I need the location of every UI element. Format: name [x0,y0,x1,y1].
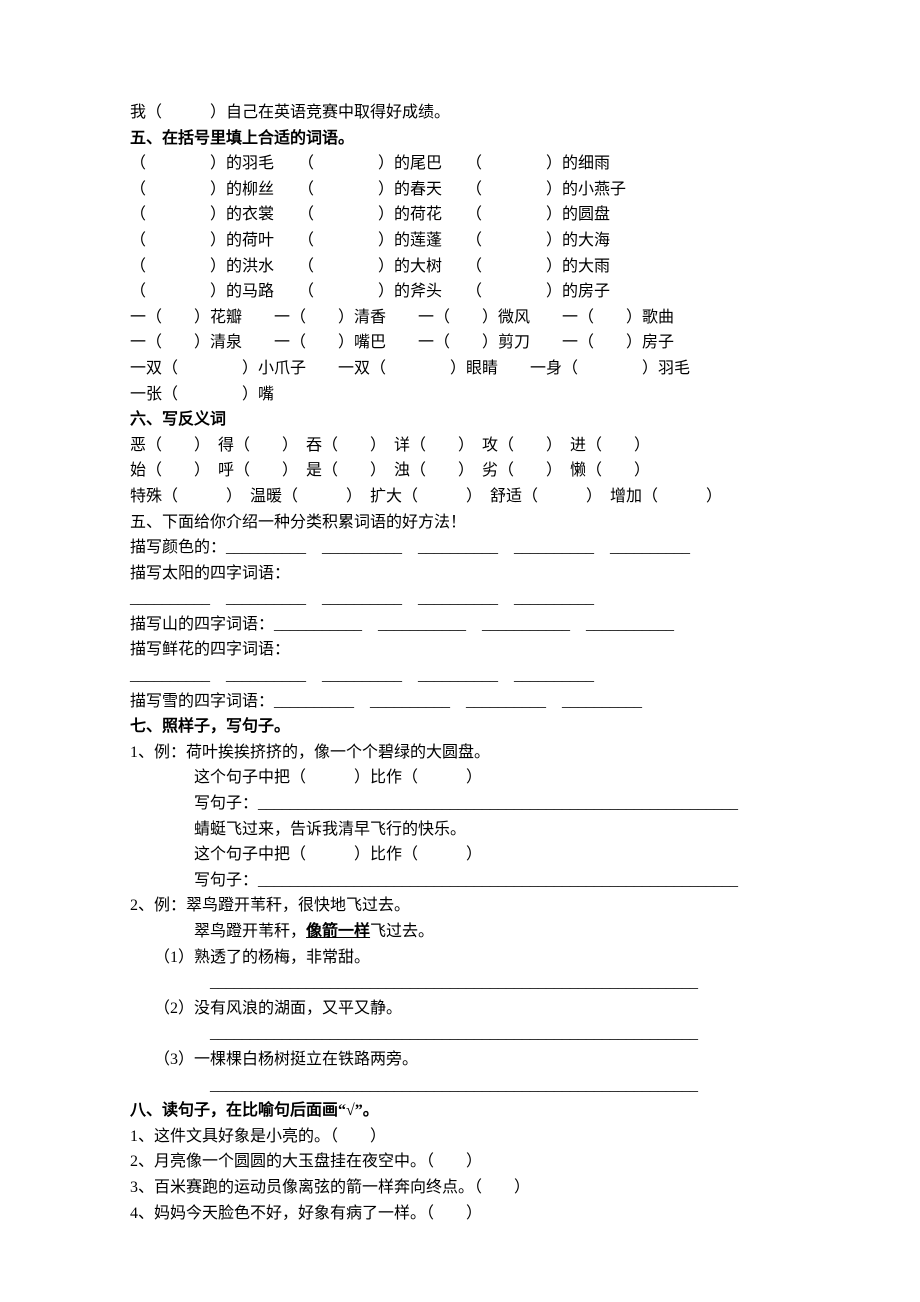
sec5-row: （ ）的马路 （ ）的斧头 （ ）的房子 [130,279,840,305]
sec6-row: 恶（ ） 得（ ） 吞（ ） 详（ ） 攻（ ） 进（ ） [130,433,840,459]
sec7-1-compare2: 这个句子中把（ ）比作（ ） [130,842,840,868]
sec6-color-line: 描写颜色的：__________ __________ __________ _… [130,535,840,561]
sec6-row: 始（ ） 呼（ ） 是（ ） 浊（ ） 劣（ ） 懒（ ） [130,458,840,484]
sec5-row: （ ）的洪水 （ ）的大树 （ ）的大雨 [130,254,840,280]
sec7-2-item1-text: （1）熟透了的杨梅，非常甜。 [162,949,370,966]
sec7-2-item3-text: （3）一棵棵白杨树挺立在铁路两旁。 [162,1051,418,1068]
sec6-sun-label: 描写太阳的四字词语： [130,561,840,587]
blank-line: ________________________________________… [210,1077,698,1094]
sec7-2b-pre: 翠鸟蹬开苇秆， [194,923,306,940]
sec7-1-example: 1、例：荷叶挨挨挤挤的，像一个个碧绿的大圆盘。 [130,740,840,766]
intro-line: 我（ ）自己在英语竞赛中取得好成绩。 [130,100,840,126]
sec7-2-item2: （2）没有风浪的湖面，又平又静。 [130,996,840,1022]
sec7-1-dragonfly: 蜻蜓飞过来，告诉我清早飞行的快乐。 [130,817,840,843]
sec5-row-measure: 一（ ）清泉 一（ ）嘴巴 一（ ）剪刀 一（ ）房子 [130,330,840,356]
section-6-title: 六、写反义词 [130,407,840,433]
sec5-row: （ ）的柳丝 （ ）的春天 （ ）的小燕子 [130,177,840,203]
sec7-2b-post: 飞过去。 [370,923,434,940]
sec7-2-label: 2、例：翠鸟蹬开苇秆，很快地飞过去。 [130,893,840,919]
section-7-title: 七、照样子，写句子。 [130,714,840,740]
blank-line: ________________________________________… [210,1025,698,1042]
sec7-2-blank1: ________________________________________… [130,970,840,996]
section-5-title: 五、在括号里填上合适的词语。 [130,126,840,152]
sec7-2b-underline: 像箭一样 [306,923,370,940]
sec7-2-item2-text: （2）没有风浪的湖面，又平又静。 [162,1000,402,1017]
sec8-item2: 2、月亮像一个圆圆的大玉盘挂在夜空中。（ ） [130,1149,840,1175]
sec6-sun-blanks: __________ __________ __________ _______… [130,586,840,612]
sec7-2-blank3: ________________________________________… [130,1073,840,1099]
sec5-row: （ ）的羽毛 （ ）的尾巴 （ ）的细雨 [130,151,840,177]
sec6-row: 特殊（ ） 温暖（ ） 扩大（ ） 舒适（ ） 增加（ ） [130,484,840,510]
sec5-row: （ ）的衣裳 （ ）的荷花 （ ）的圆盘 [130,202,840,228]
sec6-snow-line: 描写雪的四字词语：__________ __________ _________… [130,689,840,715]
sec8-item4: 4、妈妈今天脸色不好，好象有病了一样。（ ） [130,1201,840,1227]
sec7-2-blank2: ________________________________________… [130,1021,840,1047]
sec8-item3: 3、百米赛跑的运动员像离弦的箭一样奔向终点。（ ） [130,1175,840,1201]
sec7-1-write2: 写句子：____________________________________… [130,868,840,894]
sec5-row-measure: 一（ ）花瓣 一（ ）清香 一（ ）微风 一（ ）歌曲 [130,305,840,331]
sec8-item1: 1、这件文具好象是小亮的。（ ） [130,1124,840,1150]
sec7-1-write: 写句子：____________________________________… [130,791,840,817]
sec6-subtitle: 五、下面给你介绍一种分类积累词语的好方法！ [130,510,840,536]
sec5-row: （ ）的荷叶 （ ）的莲蓬 （ ）的大海 [130,228,840,254]
sec6-flower-blanks: __________ __________ __________ _______… [130,663,840,689]
sec6-mountain-line: 描写山的四字词语：___________ ___________ _______… [130,612,840,638]
section-8-title: 八、读句子，在比喻句后面画“√”。 [130,1098,840,1124]
sec7-2-rewrite: 翠鸟蹬开苇秆，像箭一样飞过去。 [130,919,840,945]
sec7-1-compare: 这个句子中把（ ）比作（ ） [130,765,840,791]
worksheet-page: 我（ ）自己在英语竞赛中取得好成绩。 五、在括号里填上合适的词语。 （ ）的羽毛… [0,0,920,1286]
blank-line: ________________________________________… [210,974,698,991]
sec5-row-measure: 一双（ ）小爪子 一双（ ）眼睛 一身（ ）羽毛 [130,356,840,382]
sec7-2-example: 例：翠鸟蹬开苇秆，很快地飞过去。 [154,897,410,914]
sec6-flower-label: 描写鲜花的四字词语： [130,637,840,663]
sec7-2-item3: （3）一棵棵白杨树挺立在铁路两旁。 [130,1047,840,1073]
sec5-row-measure: 一张（ ）嘴 [130,382,840,408]
sec7-2-item1: （1）熟透了的杨梅，非常甜。 [130,945,840,971]
